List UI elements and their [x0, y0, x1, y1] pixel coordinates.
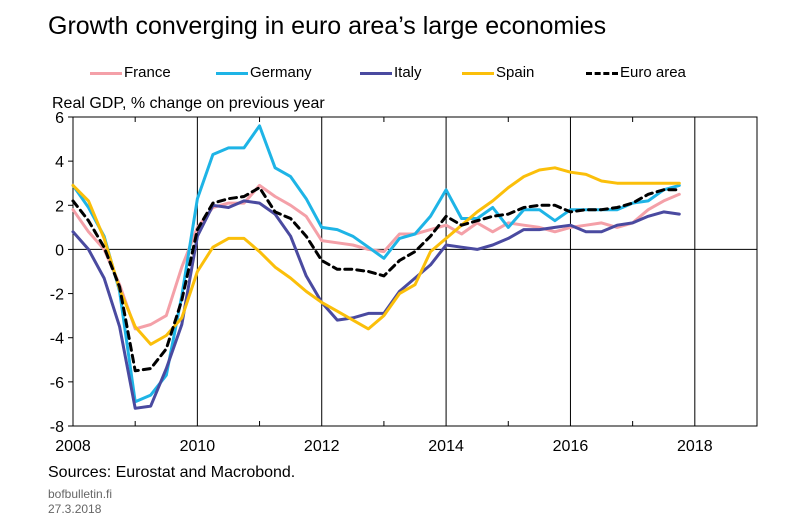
legend-label-france: France	[124, 64, 171, 81]
chart-title: Growth converging in euro area’s large e…	[48, 12, 607, 40]
site-label: bofbulletin.fi	[48, 487, 113, 501]
series-line-euro-area	[71, 186, 681, 373]
y-tick-label: -8	[50, 419, 64, 436]
y-tick-label: 0	[55, 242, 64, 259]
x-tick-label: 2008	[55, 438, 91, 455]
legend-swatch-euro-area	[586, 72, 618, 75]
plot-frame	[72, 116, 758, 427]
x-tick-label: 2016	[553, 438, 589, 455]
x-tick-label: 2018	[677, 438, 713, 455]
legend-label-spain: Spain	[496, 64, 535, 81]
y-tick-label: -6	[50, 375, 64, 392]
legend-label-euro-area: Euro area	[620, 64, 686, 81]
date-label: 27.3.2018	[48, 502, 102, 516]
y-tick-label: -2	[50, 287, 64, 304]
series-line-france	[71, 183, 681, 331]
legend-swatch-france	[90, 72, 122, 75]
y-axis-unit-label: Real GDP, % change on previous year	[52, 95, 325, 112]
sources-note: Sources: Eurostat and Macrobond.	[48, 464, 296, 481]
legend-swatch-spain	[462, 72, 494, 75]
x-tick-label: 2010	[180, 438, 216, 455]
legend-label-italy: Italy	[394, 64, 422, 81]
x-tick-label: 2014	[428, 438, 464, 455]
legend-label-germany: Germany	[250, 64, 312, 81]
x-tick-label: 2012	[304, 438, 340, 455]
y-tick-label: 4	[55, 154, 64, 171]
y-tick-label: 2	[55, 198, 64, 215]
legend-swatch-germany	[216, 72, 248, 75]
series-line-italy	[71, 199, 681, 410]
series-line-germany	[71, 124, 681, 404]
y-tick-label: 6	[55, 110, 64, 127]
legend-swatch-italy	[360, 72, 392, 75]
y-tick-label: -4	[50, 331, 64, 348]
